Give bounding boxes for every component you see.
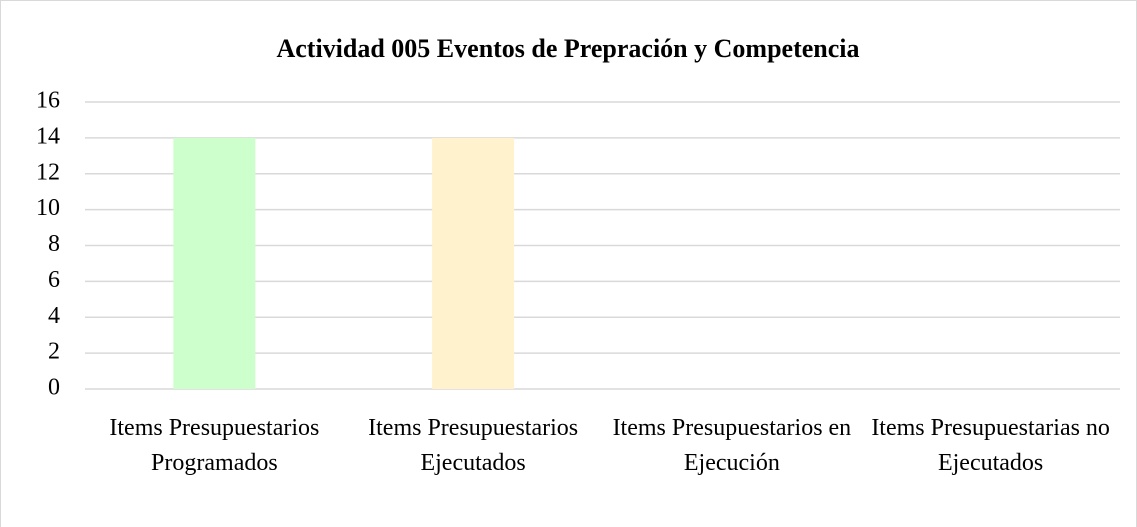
x-tick-label: Items Presupuestarios Ejecutados (368, 415, 579, 476)
y-tick-label: 4 (48, 303, 60, 329)
chart-title: Actividad 005 Eventos de Prepración y Co… (276, 34, 859, 63)
x-tick-label: Items Presupuestarios en Ejecución (612, 415, 852, 476)
y-tick-label: 6 (48, 267, 60, 293)
x-tick-label: Items Presupuestarias no Ejecutados (871, 415, 1110, 476)
bar (432, 137, 515, 389)
y-tick-label: 12 (36, 159, 60, 185)
y-tick-label: 10 (36, 195, 60, 221)
y-tick-label: 2 (48, 339, 60, 365)
y-tick-label: 16 (36, 88, 60, 114)
x-tick-label: Items Presupuestarios Programados (109, 415, 320, 476)
y-tick-label: 0 (48, 375, 60, 401)
bar (173, 137, 256, 389)
y-tick-label: 14 (36, 123, 60, 149)
y-tick-label: 8 (48, 231, 60, 257)
